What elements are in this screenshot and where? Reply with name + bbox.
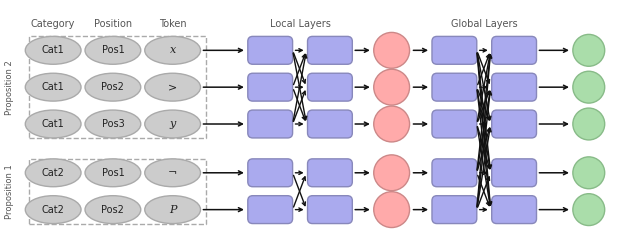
Ellipse shape — [144, 159, 200, 187]
Circle shape — [573, 71, 605, 103]
FancyBboxPatch shape — [492, 110, 536, 138]
Text: x: x — [170, 45, 176, 55]
Ellipse shape — [85, 110, 141, 138]
FancyBboxPatch shape — [432, 36, 477, 64]
Text: Cat1: Cat1 — [42, 119, 65, 129]
Circle shape — [374, 106, 409, 142]
Text: Proposition 1: Proposition 1 — [5, 164, 14, 218]
FancyBboxPatch shape — [492, 196, 536, 224]
FancyBboxPatch shape — [308, 73, 352, 101]
FancyBboxPatch shape — [492, 159, 536, 187]
Text: Global Layers: Global Layers — [451, 20, 517, 30]
Text: ¬: ¬ — [168, 168, 177, 178]
Text: Pos2: Pos2 — [102, 82, 124, 92]
Circle shape — [374, 192, 409, 228]
Circle shape — [573, 194, 605, 226]
Ellipse shape — [85, 159, 141, 187]
FancyBboxPatch shape — [248, 110, 293, 138]
FancyBboxPatch shape — [432, 73, 477, 101]
Bar — [30, 159, 207, 224]
Circle shape — [573, 34, 605, 66]
Text: Proposition 2: Proposition 2 — [5, 60, 14, 114]
Text: P: P — [169, 204, 176, 214]
FancyBboxPatch shape — [308, 110, 352, 138]
Circle shape — [573, 108, 605, 140]
Circle shape — [374, 155, 409, 191]
Text: Cat2: Cat2 — [41, 204, 65, 214]
Text: Position: Position — [94, 20, 132, 30]
Text: Local Layers: Local Layers — [269, 20, 330, 30]
Circle shape — [374, 32, 409, 68]
Ellipse shape — [85, 36, 141, 64]
Ellipse shape — [144, 73, 200, 101]
Text: Pos1: Pos1 — [102, 168, 124, 178]
Text: Cat1: Cat1 — [42, 82, 65, 92]
FancyBboxPatch shape — [432, 110, 477, 138]
FancyBboxPatch shape — [308, 36, 352, 64]
Text: y: y — [170, 119, 176, 129]
FancyBboxPatch shape — [248, 73, 293, 101]
FancyBboxPatch shape — [432, 159, 477, 187]
Text: >: > — [168, 82, 177, 92]
Ellipse shape — [144, 36, 200, 64]
FancyBboxPatch shape — [492, 73, 536, 101]
Text: Category: Category — [31, 20, 75, 30]
Text: Cat1: Cat1 — [42, 45, 65, 55]
Ellipse shape — [25, 196, 81, 224]
Ellipse shape — [25, 110, 81, 138]
Ellipse shape — [85, 73, 141, 101]
Ellipse shape — [85, 196, 141, 224]
Circle shape — [573, 157, 605, 189]
Bar — [30, 36, 207, 138]
Text: Pos3: Pos3 — [102, 119, 124, 129]
FancyBboxPatch shape — [432, 196, 477, 224]
FancyBboxPatch shape — [492, 36, 536, 64]
Ellipse shape — [144, 110, 200, 138]
FancyBboxPatch shape — [308, 196, 352, 224]
FancyBboxPatch shape — [308, 159, 352, 187]
Ellipse shape — [144, 196, 200, 224]
FancyBboxPatch shape — [248, 196, 293, 224]
Ellipse shape — [25, 36, 81, 64]
FancyBboxPatch shape — [248, 159, 293, 187]
Text: Cat2: Cat2 — [41, 168, 65, 178]
Ellipse shape — [25, 73, 81, 101]
Circle shape — [374, 69, 409, 105]
Text: Token: Token — [159, 20, 187, 30]
FancyBboxPatch shape — [248, 36, 293, 64]
Text: Pos2: Pos2 — [102, 204, 124, 214]
Text: Pos1: Pos1 — [102, 45, 124, 55]
Ellipse shape — [25, 159, 81, 187]
